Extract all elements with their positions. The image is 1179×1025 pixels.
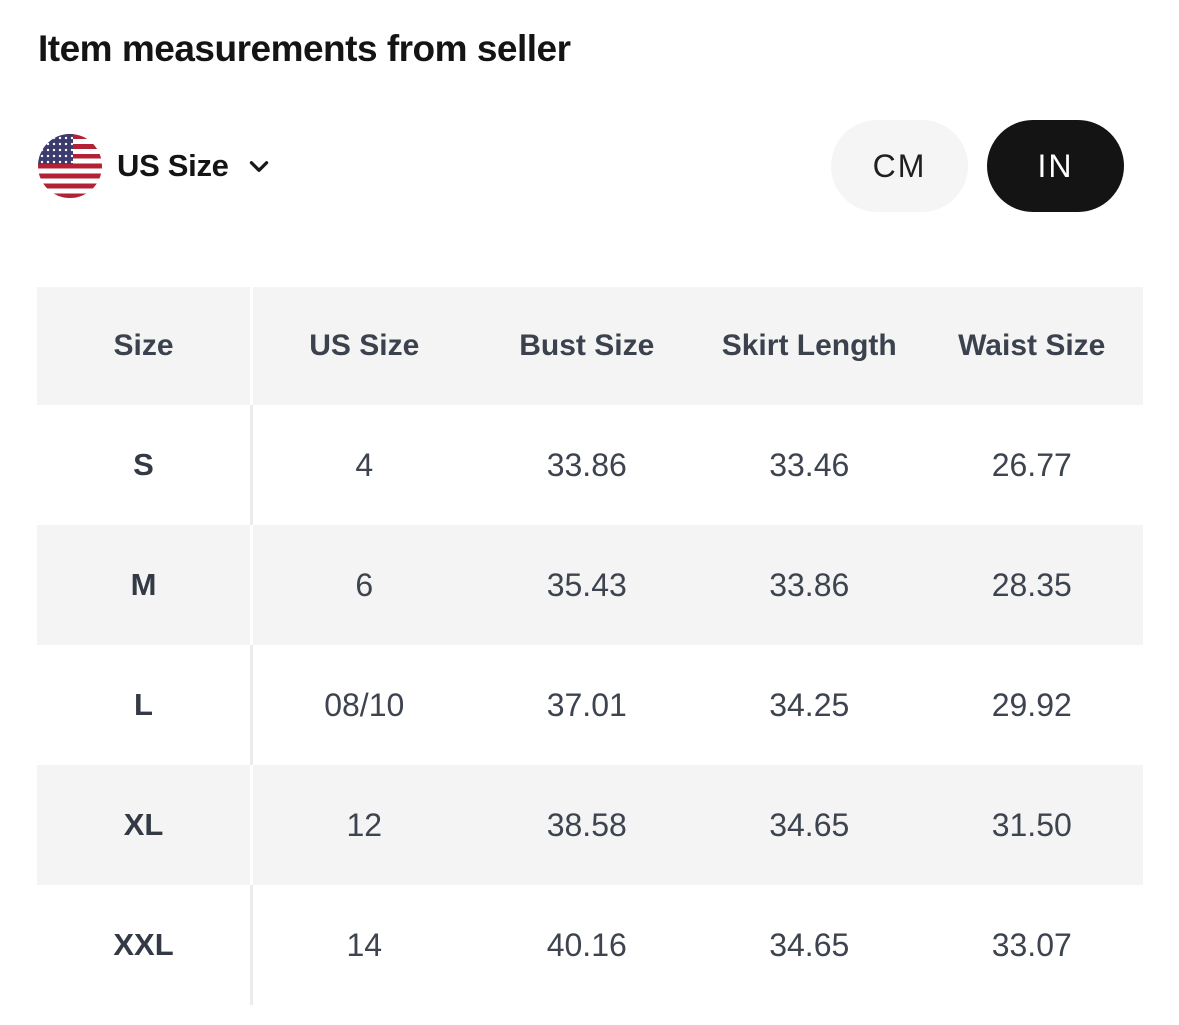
measurement-cell: 38.58: [546, 806, 627, 843]
measurement-cell: 29.92: [991, 686, 1072, 723]
measurement-cell: 31.50: [991, 806, 1072, 843]
measurement-cell: 26.77: [991, 446, 1072, 483]
table-row: L 08/10 37.01 34.25 29.92: [37, 645, 1143, 765]
unit-toggle: CM IN: [831, 120, 1124, 212]
measurement-cell: 40.16: [546, 926, 627, 963]
page-title: Item measurements from seller: [38, 28, 571, 69]
size-cell: L: [37, 645, 253, 765]
size-cell: XL: [37, 765, 253, 885]
measurement-cell: 33.07: [991, 926, 1072, 963]
measurement-cell: 33.86: [546, 446, 627, 483]
size-cell: M: [37, 525, 253, 645]
size-cell: S: [37, 405, 253, 525]
measurement-cell: 34.65: [769, 806, 850, 843]
table-header-row: Size US Size Bust Size Skirt Length Wais…: [37, 287, 1143, 405]
measurement-cell: 34.65: [769, 926, 850, 963]
table-row: XXL 14 40.16 34.65 33.07: [37, 885, 1143, 1005]
measurement-cell: 14: [346, 926, 383, 963]
measurements-table: Size US Size Bust Size Skirt Length Wais…: [37, 287, 1143, 1005]
measurement-cell: 08/10: [324, 686, 405, 723]
column-header-bust-size: Bust Size: [519, 329, 655, 362]
measurement-cell: 4: [355, 446, 374, 483]
region-label: US Size: [117, 148, 229, 183]
table-row: M 6 35.43 33.86 28.35: [37, 525, 1143, 645]
column-header-us-size: US Size: [309, 329, 420, 362]
us-flag-icon: [38, 134, 102, 198]
measurement-cell: 28.35: [991, 566, 1072, 603]
size-cell: XXL: [37, 885, 253, 1005]
measurement-cell: 34.25: [769, 686, 850, 723]
measurement-cell: 33.86: [769, 566, 850, 603]
table-row: S 4 33.86 33.46 26.77: [37, 405, 1143, 525]
table-row: XL 12 38.58 34.65 31.50: [37, 765, 1143, 885]
unit-in-button[interactable]: IN: [987, 120, 1124, 212]
column-header-skirt-length: Skirt Length: [721, 329, 897, 362]
measurement-cell: 12: [346, 806, 383, 843]
measurement-cell: 35.43: [546, 566, 627, 603]
measurement-cell: 6: [355, 566, 374, 603]
measurement-cell: 37.01: [546, 686, 627, 723]
column-header-waist-size: Waist Size: [958, 329, 1106, 362]
size-region-selector[interactable]: US Size: [38, 120, 272, 212]
chevron-down-icon: [249, 161, 268, 172]
column-header-size: Size: [37, 287, 253, 405]
measurement-cell: 33.46: [769, 446, 850, 483]
unit-cm-button[interactable]: CM: [831, 120, 968, 212]
